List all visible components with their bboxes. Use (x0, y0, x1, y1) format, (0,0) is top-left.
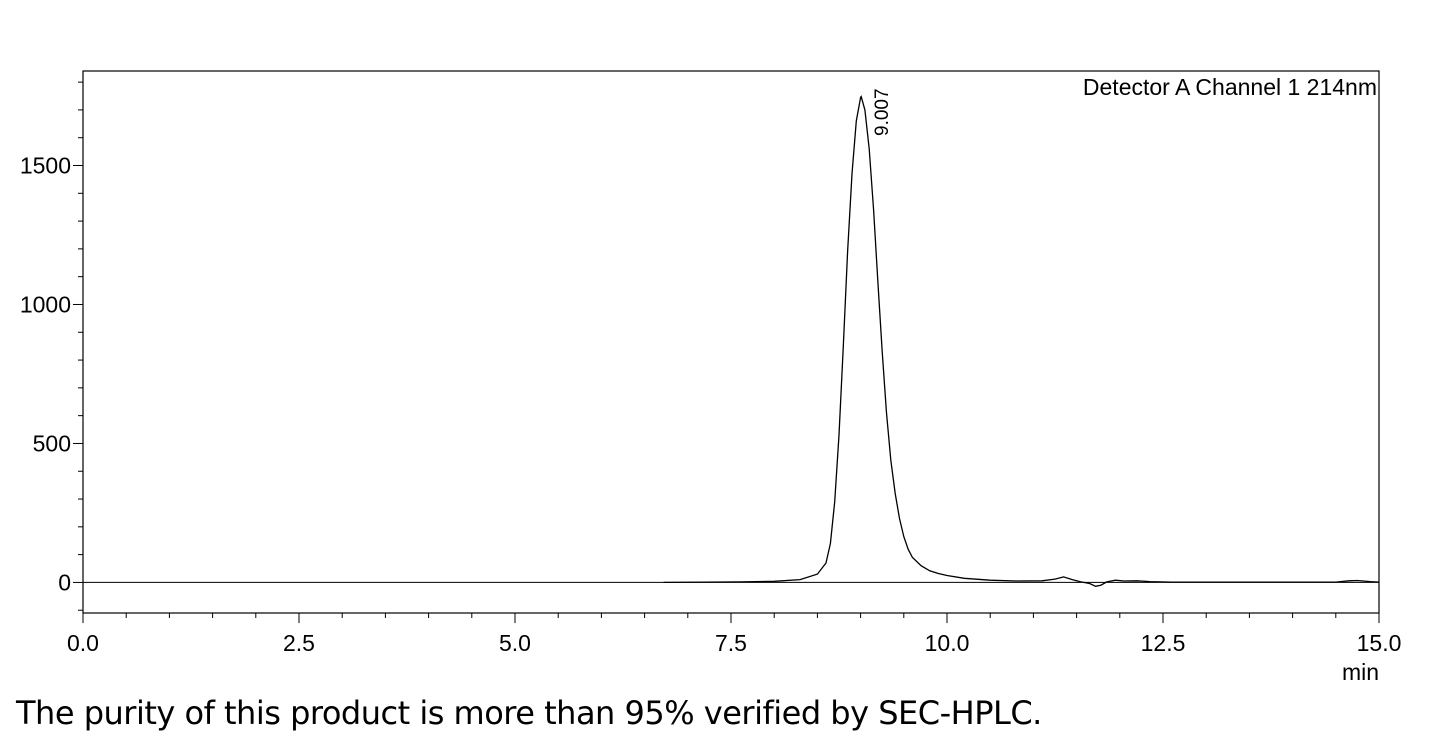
y-tick-label: 500 (33, 430, 71, 456)
x-tick-label: 0.0 (67, 630, 99, 656)
x-tick-label: 10.0 (925, 630, 970, 656)
legend-label: Detector A Channel 1 214nm (1083, 74, 1377, 100)
chart-ticks: 0.0 2.5 5.0 7.5 10.0 12.5 15.0 0 500 1000 1500 (20, 81, 1402, 656)
series-line (663, 95, 1380, 587)
y-tick-label: 1500 (20, 153, 71, 179)
plot-frame (82, 70, 1380, 614)
chromatogram-chart: 0.0 2.5 5.0 7.5 10.0 12.5 15.0 0 500 1000 1500 9.0… (20, 70, 1402, 685)
peak-label: 9.007 (872, 88, 893, 136)
y-tick-label: 1000 (20, 291, 71, 317)
x-tick-label: 2.5 (283, 630, 315, 656)
x-axis-label: min (1342, 659, 1379, 685)
y-tick-label: 0 (58, 569, 71, 595)
x-tick-label: 15.0 (1357, 630, 1402, 656)
x-tick-label: 7.5 (715, 630, 747, 656)
chart-axes (82, 70, 1380, 614)
purity-caption: The purity of this product is more than … (16, 694, 1042, 732)
x-tick-label: 12.5 (1141, 630, 1186, 656)
x-tick-label: 5.0 (499, 630, 531, 656)
